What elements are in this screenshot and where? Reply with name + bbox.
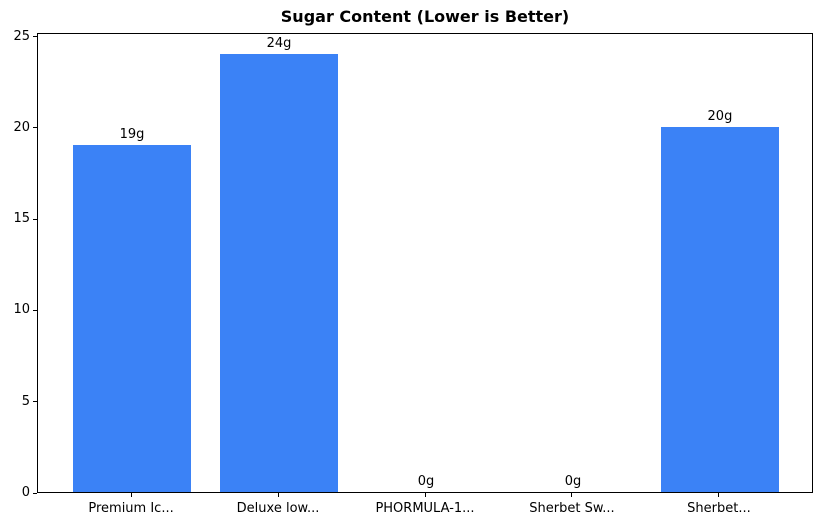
bar-value-label: 24g	[266, 35, 292, 51]
x-tick-mark	[718, 493, 720, 497]
y-tick-label: 15	[13, 211, 30, 227]
bar-value-label: 0g	[564, 474, 582, 489]
y-tick-mark	[33, 401, 37, 403]
x-tick-label: Premium Ic...	[88, 501, 174, 516]
y-tick-label: 10	[13, 302, 30, 318]
y-tick-mark	[33, 36, 37, 38]
x-tick-label: Sherbet...	[687, 501, 751, 516]
y-tick-mark	[33, 492, 37, 494]
chart-title: Sugar Content (Lower is Better)	[280, 7, 570, 26]
plot-area: 19g 24g 0g 0g 20g	[37, 33, 813, 493]
y-tick-mark	[33, 218, 37, 220]
y-tick-label: 5	[21, 393, 30, 409]
x-tick-label: PHORMULA-1...	[375, 501, 475, 516]
y-tick-label: 0	[21, 485, 30, 500]
y-tick-mark	[33, 309, 37, 311]
bar-value-label: 20g	[707, 108, 733, 124]
bar-value-label: 0g	[417, 474, 435, 489]
x-tick-mark	[424, 493, 426, 497]
x-tick-mark	[130, 493, 132, 497]
x-tick-label: Deluxe low...	[236, 501, 320, 516]
y-tick-label: 25	[13, 28, 30, 44]
x-tick-mark	[571, 493, 573, 497]
bar-2	[220, 53, 338, 492]
bar-value-label: 19g	[119, 127, 145, 143]
bar-5	[661, 126, 779, 492]
x-tick-mark	[277, 493, 279, 497]
y-tick-mark	[33, 127, 37, 129]
y-tick-label: 20	[13, 119, 30, 135]
x-tick-label: Sherbet Sw...	[529, 501, 615, 516]
bar-1	[73, 145, 191, 492]
